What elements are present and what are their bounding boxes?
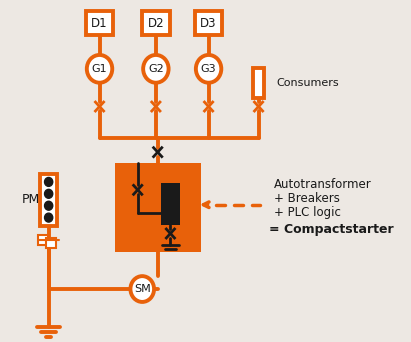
Bar	[195, 11, 222, 35]
Text: = Compactstarter: = Compactstarter	[270, 223, 394, 236]
Bar	[38, 236, 48, 246]
Circle shape	[44, 213, 53, 222]
Circle shape	[196, 55, 221, 83]
Bar	[46, 238, 56, 248]
Circle shape	[143, 55, 169, 83]
Circle shape	[44, 189, 53, 198]
Bar	[253, 68, 264, 97]
Text: Autotransformer: Autotransformer	[274, 179, 372, 192]
Circle shape	[130, 276, 154, 302]
Bar	[142, 11, 169, 35]
Bar	[115, 163, 201, 252]
Text: D2: D2	[148, 17, 164, 30]
Circle shape	[87, 55, 112, 83]
Text: PM: PM	[21, 193, 39, 206]
Bar	[86, 11, 113, 35]
Text: G1: G1	[92, 64, 107, 74]
Bar	[40, 174, 57, 226]
Text: G3: G3	[201, 64, 217, 74]
Text: G2: G2	[148, 64, 164, 74]
Circle shape	[44, 201, 53, 210]
Text: Consumers: Consumers	[277, 78, 339, 88]
Text: D3: D3	[200, 17, 217, 30]
Text: + Breakers: + Breakers	[274, 192, 340, 205]
Circle shape	[44, 177, 53, 186]
Text: + PLC logic: + PLC logic	[274, 206, 341, 219]
Text: D1: D1	[91, 17, 108, 30]
Text: SM: SM	[134, 284, 150, 294]
Bar	[162, 183, 180, 225]
